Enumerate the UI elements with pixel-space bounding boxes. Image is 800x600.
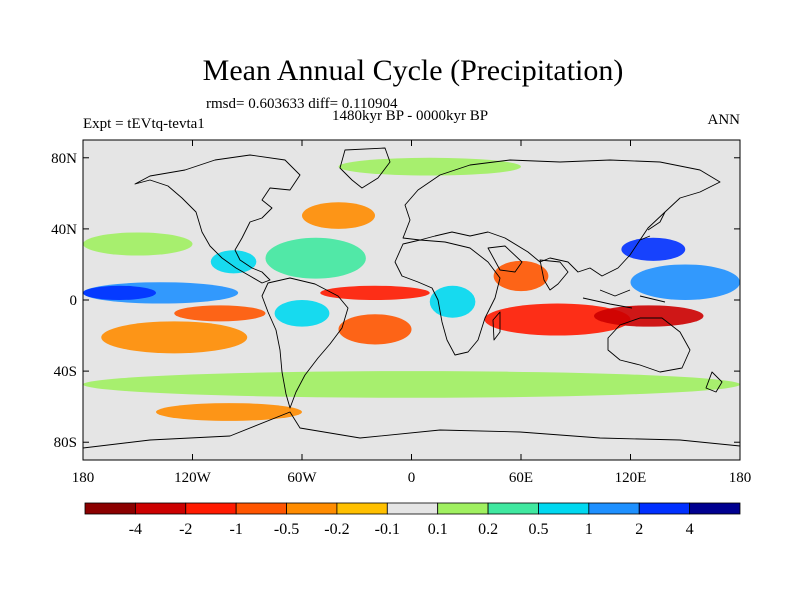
x-tick-label: 60E: [509, 470, 533, 486]
anomaly-region: [156, 403, 302, 421]
colorbar-label: -1: [229, 521, 242, 538]
colorbar-label: -0.5: [274, 521, 299, 538]
anomaly-region: [630, 264, 740, 300]
colorbar-label: 0.2: [478, 521, 498, 538]
anomaly-region: [101, 321, 248, 354]
anomaly-region: [83, 285, 156, 300]
colorbar-label: -2: [179, 521, 192, 538]
colorbar-swatch: [689, 502, 741, 515]
x-tick-label: 180: [729, 470, 752, 486]
x-tick-label: 120E: [615, 470, 647, 486]
colorbar-swatch: [386, 502, 439, 515]
colorbar-label: 0.1: [428, 521, 448, 538]
anomaly-region: [174, 305, 266, 322]
y-tick-label: 80N: [51, 151, 77, 167]
coast-arabia: [487, 245, 523, 273]
colorbar-label: 0.5: [528, 521, 548, 538]
coast-india: [539, 259, 569, 291]
y-tick-label: 40S: [54, 364, 77, 380]
coast-new-zealand: [705, 371, 723, 393]
colorbar-swatch: [336, 502, 388, 515]
stats-label: rmsd= 0.603633 diff= 0.110904: [206, 96, 398, 112]
anomaly-field: [83, 157, 740, 421]
anomaly-region: [83, 232, 193, 256]
x-tick-label: 0: [408, 470, 416, 486]
colorbar-swatch: [84, 502, 136, 515]
anomaly-region: [621, 237, 686, 261]
anomaly-region: [210, 250, 257, 274]
y-tick-label: 40N: [51, 222, 77, 238]
coast-greenland: [339, 147, 391, 189]
anomaly-region: [429, 285, 476, 318]
colorbar-label: -4: [129, 521, 142, 538]
coast-africa: [394, 239, 501, 356]
anomaly-region: [338, 157, 521, 176]
x-tick-label: 120W: [174, 470, 212, 486]
coast-north-america: [134, 154, 301, 284]
coast-south-america: [261, 277, 349, 409]
colorbar-swatch: [134, 502, 187, 515]
colorbar-swatch: [588, 502, 640, 515]
colorbar-swatch: [286, 502, 338, 515]
map-panel: [82, 139, 741, 461]
coast-antarctica: [83, 411, 740, 449]
colorbar-swatch: [235, 502, 287, 515]
axes: 180 120W 60W 0 60E 120E 180 80N 40N 0 40S 80S: [51, 140, 751, 486]
coast-madagascar: [492, 311, 501, 341]
coast-japan: [639, 211, 666, 241]
coast-indonesia: [582, 289, 666, 309]
anomaly-region: [484, 303, 631, 336]
coast-australia: [607, 317, 691, 373]
x-tick-label: 180: [72, 470, 95, 486]
y-tick-label: 80S: [54, 435, 77, 451]
colorbar-swatch: [487, 502, 539, 515]
colorbar-label: -0.1: [375, 521, 400, 538]
coastlines: [83, 147, 740, 449]
experiment-label: Expt = tEVtq-tevta1: [83, 116, 205, 132]
anomaly-region: [302, 202, 375, 229]
period-label: 1480kyr BP - 0000kyr BP: [332, 108, 488, 124]
colorbar-swatch: [437, 502, 489, 515]
anomaly-region: [274, 300, 330, 327]
colorbar-label: 2: [635, 521, 643, 538]
anomaly-region: [83, 371, 740, 398]
x-tick-label: 60W: [287, 470, 317, 486]
colorbar-label: 4: [686, 521, 694, 538]
colorbar-swatch: [185, 502, 237, 515]
anomaly-region: [493, 260, 549, 292]
y-tick-label: 0: [70, 293, 78, 309]
anomaly-region: [320, 285, 430, 300]
colorbar-swatch: [638, 502, 691, 515]
anomaly-region: [594, 305, 704, 327]
chart-title: Mean Annual Cycle (Precipitation): [203, 54, 624, 87]
season-label: ANN: [708, 112, 741, 128]
anomaly-region: [265, 237, 366, 279]
colorbar-label: -0.2: [324, 521, 349, 538]
colorbar-swatch: [538, 502, 590, 515]
anomaly-region: [338, 314, 412, 345]
colorbar-label: 1: [585, 521, 593, 538]
colorbar: -4 -2 -1 -0.5 -0.2 -0.1 0.1 0.2 0.5 1 2 4: [84, 502, 741, 538]
